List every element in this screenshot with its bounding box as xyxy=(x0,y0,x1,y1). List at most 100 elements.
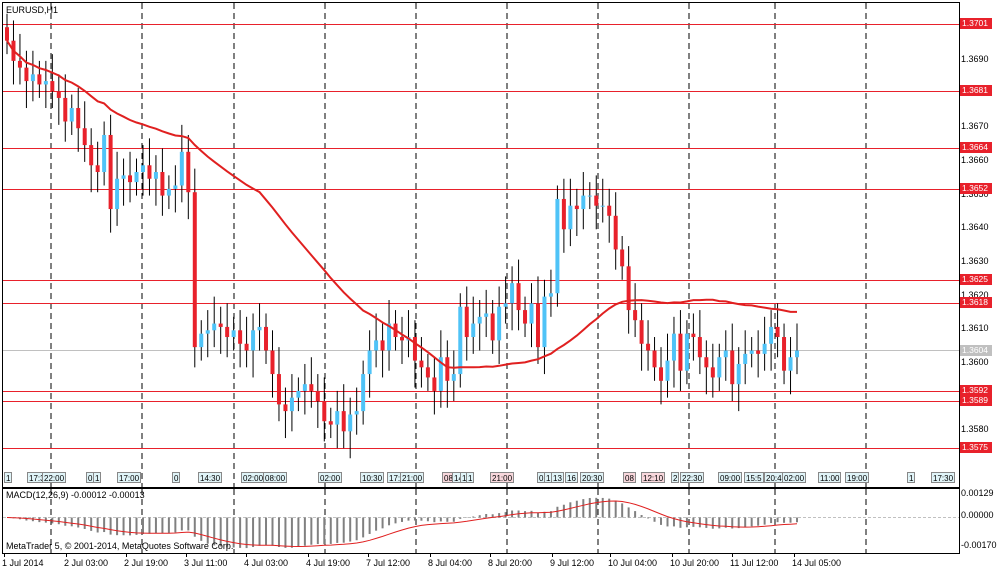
macd-tick-label: 0.00129 xyxy=(961,487,994,498)
candle-body xyxy=(335,411,340,425)
candle-body xyxy=(205,330,210,334)
candle-body xyxy=(95,165,100,173)
candle-body xyxy=(561,198,566,230)
date-tick-label: 8 Jul 04:00 xyxy=(428,558,473,568)
candle-body xyxy=(82,128,87,146)
candle-body xyxy=(581,195,586,210)
candle-body xyxy=(626,266,631,311)
candle-body xyxy=(529,303,534,324)
price-tick-label: 1.3660 xyxy=(961,154,989,165)
price-tick-label: 1.3620 xyxy=(961,289,989,300)
event-marker[interactable]: 14:30 xyxy=(198,472,223,483)
event-marker[interactable]: 09:00 xyxy=(718,472,743,483)
candle-body xyxy=(264,326,269,351)
candle-body xyxy=(69,108,74,122)
level-price-label: 1.3664 xyxy=(960,142,992,154)
event-marker[interactable]: 21:00 xyxy=(400,472,425,483)
level-price-label: 1.3589 xyxy=(960,395,992,406)
candle-body xyxy=(153,172,158,179)
event-marker[interactable]: 1 xyxy=(907,472,916,483)
event-marker[interactable]: 08 xyxy=(623,472,636,483)
event-marker[interactable]: 02:00 xyxy=(318,472,343,483)
event-marker[interactable]: 19:00 xyxy=(845,472,870,483)
date-tick xyxy=(672,553,673,557)
candle-body xyxy=(574,205,579,210)
event-marker[interactable]: 22:00 xyxy=(42,472,67,483)
candle-body xyxy=(283,404,288,412)
candle-body xyxy=(432,377,437,391)
candle-body xyxy=(743,353,748,364)
event-marker[interactable]: 20:4 xyxy=(764,472,784,483)
event-marker[interactable]: 21:00 xyxy=(490,472,515,483)
candle-body xyxy=(76,108,81,129)
price-tick-label: 1.3690 xyxy=(961,53,989,64)
candle-body xyxy=(775,326,780,338)
event-marker[interactable]: 1 xyxy=(466,472,475,483)
candle-body xyxy=(451,374,456,381)
event-marker[interactable]: 13 xyxy=(551,472,564,483)
level-price-label: 1.3681 xyxy=(960,85,992,97)
candle-body xyxy=(788,357,793,371)
event-marker[interactable]: 0 xyxy=(172,472,181,483)
event-marker[interactable]: 12:10 xyxy=(641,472,666,483)
candle-body xyxy=(225,326,230,338)
event-marker[interactable]: 17:30 xyxy=(931,472,956,483)
date-tick xyxy=(430,553,431,557)
event-marker[interactable]: 1 xyxy=(4,472,13,483)
event-marker[interactable]: 20:30 xyxy=(580,472,605,483)
macd-label: MACD(12,26,9) -0.00012 -0.00013 xyxy=(6,490,145,500)
event-marker[interactable]: 11:00 xyxy=(818,472,842,483)
event-marker[interactable]: 15:5 xyxy=(744,472,764,483)
candle-body xyxy=(600,205,605,207)
event-marker[interactable]: 10:30 xyxy=(360,472,385,483)
candle-body xyxy=(179,151,184,186)
candle-body xyxy=(769,326,774,344)
candle-body xyxy=(270,350,275,375)
candle-body xyxy=(341,411,346,432)
price-tick-label: 1.3600 xyxy=(961,356,989,367)
candle-body xyxy=(315,390,320,402)
candle-body xyxy=(115,178,120,210)
candle-body xyxy=(782,337,787,371)
candle-body xyxy=(218,323,223,327)
event-marker[interactable]: 08:00 xyxy=(263,472,288,483)
candle-body xyxy=(704,357,709,368)
date-tick xyxy=(794,553,795,557)
candle-body xyxy=(160,172,165,196)
date-tick xyxy=(490,553,491,557)
date-tick-label: 4 Jul 03:00 xyxy=(244,558,289,568)
candle-body xyxy=(613,215,618,250)
price-chart-pane[interactable]: EURUSD,H1 xyxy=(2,2,960,488)
candle-body xyxy=(620,249,625,267)
event-marker[interactable]: 02:00 xyxy=(782,472,807,483)
date-tick xyxy=(66,553,67,557)
candle-body xyxy=(665,360,670,381)
event-marker[interactable]: 16 xyxy=(565,472,578,483)
candle-body xyxy=(251,330,256,351)
candle-body xyxy=(510,283,515,304)
candle-body xyxy=(244,343,249,351)
macd-signal-line xyxy=(6,500,798,548)
event-marker[interactable]: 02:00 xyxy=(241,472,266,483)
candle-body xyxy=(30,74,35,82)
event-marker[interactable]: 22:30 xyxy=(680,472,705,483)
macd-indicator-pane[interactable]: MACD(12,26,9) -0.00012 -0.00013 MetaTrad… xyxy=(2,488,960,554)
candle-body xyxy=(639,320,644,344)
price-tick-label: 1.3610 xyxy=(961,323,989,334)
event-marker[interactable]: 17:00 xyxy=(117,472,142,483)
date-tick-label: 9 Jul 12:00 xyxy=(550,558,595,568)
event-marker[interactable]: 2 xyxy=(671,472,680,483)
date-tick xyxy=(4,553,5,557)
candle-body xyxy=(671,333,676,361)
candle-body xyxy=(730,350,735,385)
date-tick xyxy=(732,553,733,557)
candle-body xyxy=(497,306,502,341)
candle-body xyxy=(367,350,372,375)
date-tick-label: 3 Jul 11:00 xyxy=(184,558,228,568)
date-tick xyxy=(308,553,309,557)
candle-body xyxy=(756,350,761,354)
candle-body xyxy=(697,337,702,358)
candle-body xyxy=(43,81,48,85)
event-marker[interactable]: 1 xyxy=(93,472,102,483)
date-tick xyxy=(368,553,369,557)
